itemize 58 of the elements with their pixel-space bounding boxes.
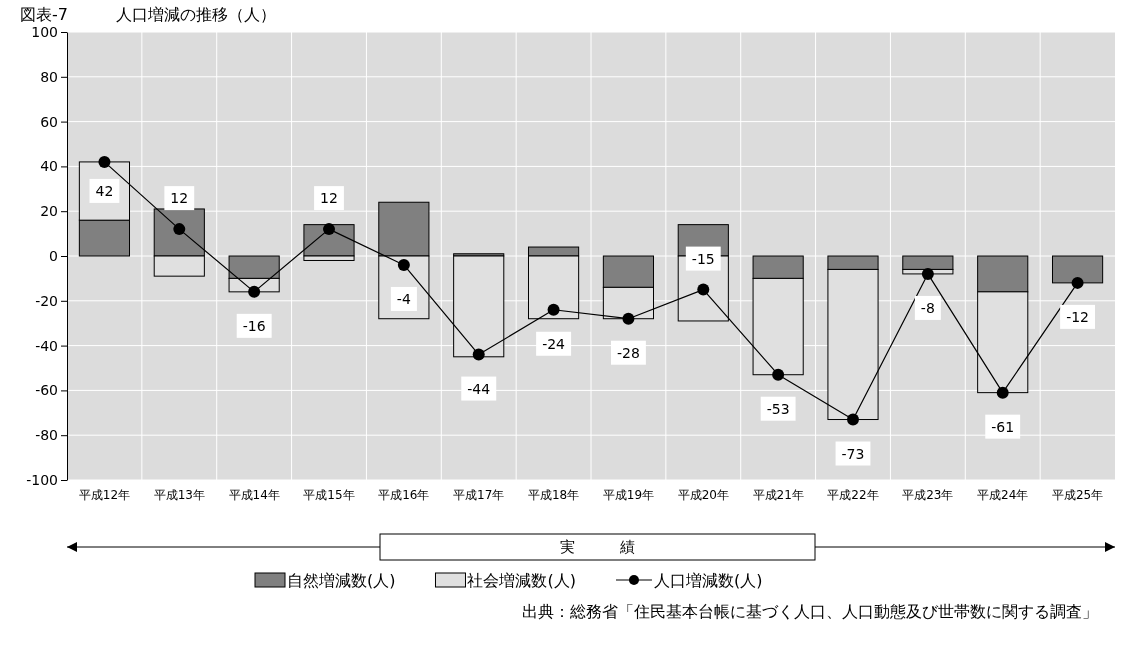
data-label: -53 — [766, 400, 790, 417]
data-label: -12 — [1066, 308, 1090, 325]
x-tick-label: 平成17年 — [453, 487, 505, 502]
y-tick-label: -100 — [26, 471, 58, 488]
x-tick-label: 平成22年 — [827, 487, 879, 502]
point — [1071, 276, 1084, 289]
x-tick-label: 平成16年 — [378, 487, 430, 502]
point — [921, 267, 934, 280]
y-tick-label: 40 — [40, 158, 58, 175]
y-tick-label: -80 — [35, 427, 58, 444]
chart-title: 図表-7 人口増減の推移（人） — [20, 5, 276, 24]
x-tick-label: 平成21年 — [752, 487, 804, 502]
point — [98, 155, 111, 168]
point — [323, 223, 335, 236]
data-label: -8 — [920, 299, 935, 316]
y-tick-label: 100 — [31, 23, 58, 40]
point — [397, 258, 410, 271]
y-tick-label: -20 — [35, 292, 58, 309]
y-tick-label: -40 — [35, 337, 58, 354]
legend-label: 人口増減数(人) — [653, 571, 763, 590]
point — [847, 413, 859, 426]
legend-label: 社会増減数(人) — [467, 571, 576, 590]
y-tick-label: 60 — [40, 113, 58, 130]
x-tick-label: 平成12年 — [78, 487, 131, 502]
y-tick-label: -60 — [35, 382, 58, 399]
data-label: -28 — [616, 344, 640, 361]
point — [772, 368, 785, 381]
data-label: -61 — [991, 418, 1015, 435]
x-tick-label: 平成25年 — [1051, 487, 1104, 502]
legend-label: 自然増減数(人) — [287, 571, 396, 590]
data-label: -16 — [242, 317, 266, 334]
data-label: 12 — [320, 190, 338, 207]
x-tick-label: 平成24年 — [977, 487, 1029, 502]
x-tick-label: 平成19年 — [602, 487, 655, 502]
point — [547, 303, 560, 316]
y-tick-label: 20 — [40, 203, 58, 220]
x-tick-label: 平成23年 — [902, 487, 954, 502]
x-tick-label: 平成15年 — [303, 487, 355, 502]
point — [697, 283, 710, 296]
x-tick-label: 平成18年 — [527, 487, 580, 502]
data-label: -4 — [396, 290, 411, 307]
data-label: -44 — [467, 380, 491, 397]
y-tick-label: 80 — [40, 68, 58, 85]
point — [472, 348, 485, 361]
data-label: -15 — [691, 250, 715, 267]
source-note: 出典：総務省「住民基本台帳に基づく人口、人口動態及び世帯数に関する調査」 — [522, 602, 1098, 621]
x-tick-label: 平成13年 — [153, 487, 205, 502]
point — [996, 386, 1009, 399]
text: 実 績 — [559, 538, 635, 556]
y-tick-label: 0 — [49, 247, 58, 264]
data-label: 12 — [170, 190, 189, 207]
x-tick-label: 平成14年 — [228, 487, 280, 502]
data-label: -73 — [841, 445, 865, 462]
data-label: 42 — [95, 182, 114, 199]
point — [622, 312, 635, 325]
bar — [453, 255, 505, 358]
x-tick-label: 平成20年 — [677, 487, 729, 502]
data-label: -24 — [542, 335, 566, 352]
